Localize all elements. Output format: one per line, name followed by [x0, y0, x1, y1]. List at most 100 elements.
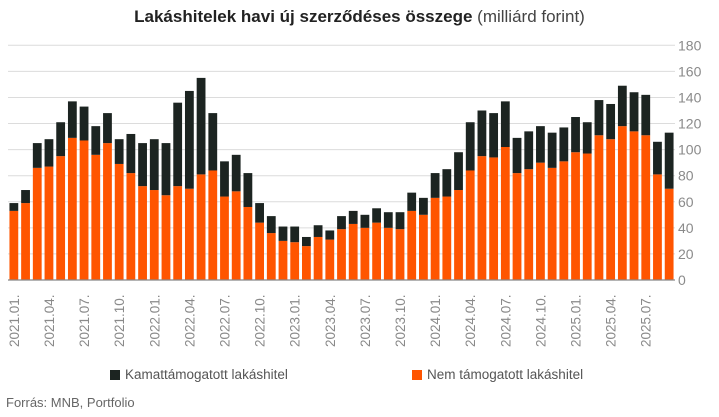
bar-nem-tamogatott — [430, 197, 440, 280]
bar-kamattamogatott — [313, 225, 323, 237]
bar-nem-tamogatott — [559, 161, 569, 280]
bar-kamattamogatott — [465, 122, 475, 171]
x-tick-label: 2024.04. — [463, 294, 478, 347]
bar-nem-tamogatott — [547, 167, 557, 280]
bar-nem-tamogatott — [173, 186, 183, 280]
bar-nem-tamogatott — [629, 131, 639, 280]
x-tick-label: 2023.01. — [288, 294, 303, 347]
bar-nem-tamogatott — [301, 246, 311, 280]
y-tick-label: 40 — [678, 220, 694, 236]
x-tick-label: 2021.01. — [7, 294, 22, 347]
bar-nem-tamogatott — [465, 170, 475, 280]
bar-kamattamogatott — [32, 143, 42, 168]
bar-nem-tamogatott — [442, 196, 452, 280]
bar-kamattamogatott — [512, 137, 522, 174]
bar-kamattamogatott — [173, 102, 183, 187]
bar-nem-tamogatott — [500, 147, 510, 280]
bar-kamattamogatott — [430, 173, 440, 198]
bar-kamattamogatott — [337, 216, 346, 230]
bar-nem-tamogatott — [208, 170, 218, 280]
bar-kamattamogatott — [149, 139, 159, 191]
bar-nem-tamogatott — [395, 229, 405, 280]
bar-kamattamogatott — [255, 203, 264, 223]
x-tick-label: 2022.10. — [253, 294, 268, 347]
source-note: Forrás: MNB, Portfolio — [6, 395, 135, 410]
x-tick-label: 2021.04. — [42, 294, 57, 347]
bar-kamattamogatott — [571, 117, 580, 153]
bar-kamattamogatott — [348, 210, 358, 224]
bar-kamattamogatott — [606, 103, 616, 140]
bar-nem-tamogatott — [278, 240, 288, 280]
bar-nem-tamogatott — [594, 135, 604, 280]
y-tick-label: 160 — [678, 63, 702, 79]
x-tick-label: 2025.04. — [604, 294, 619, 347]
legend-label: Kamattámogatott lakáshitel — [125, 367, 288, 382]
x-tick-label: 2022.04. — [182, 294, 197, 347]
bar-nem-tamogatott — [524, 169, 534, 280]
x-tick-label: 2024.01. — [428, 294, 443, 347]
bar-nem-tamogatott — [266, 233, 276, 280]
bar-nem-tamogatott — [617, 126, 627, 280]
bar-kamattamogatott — [231, 154, 241, 192]
bar-nem-tamogatott — [383, 227, 393, 280]
x-tick-label: 2023.04. — [323, 294, 338, 347]
bar-nem-tamogatott — [512, 173, 522, 280]
bar-kamattamogatott — [290, 226, 300, 243]
legend-item-nem-tamogatott: Nem támogatott lakáshitel — [412, 367, 583, 382]
y-tick-label: 120 — [678, 116, 702, 132]
bar-kamattamogatott — [582, 122, 592, 154]
y-tick-label: 140 — [678, 89, 702, 105]
bar-nem-tamogatott — [372, 222, 382, 280]
bar-nem-tamogatott — [653, 174, 662, 280]
bar-nem-tamogatott — [313, 236, 323, 280]
x-tick-label: 2025.01. — [569, 294, 584, 347]
x-tick-label: 2024.10. — [533, 294, 548, 347]
bar-kamattamogatott — [477, 110, 487, 157]
bar-kamattamogatott — [278, 226, 288, 241]
bar-nem-tamogatott — [21, 203, 30, 280]
y-tick-label: 100 — [678, 142, 702, 158]
bar-kamattamogatott — [79, 106, 89, 141]
bar-nem-tamogatott — [606, 139, 616, 280]
bar-nem-tamogatott — [44, 166, 54, 280]
bar-nem-tamogatott — [91, 154, 101, 280]
bar-nem-tamogatott — [138, 186, 147, 280]
bar-nem-tamogatott — [231, 191, 241, 280]
bar-kamattamogatott — [653, 141, 662, 175]
bar-kamattamogatott — [454, 152, 463, 191]
x-tick-label: 2025.07. — [639, 294, 654, 347]
bar-kamattamogatott — [383, 212, 393, 228]
bar-kamattamogatott — [196, 77, 206, 175]
bar-kamattamogatott — [21, 190, 30, 204]
bar-kamattamogatott — [500, 101, 510, 148]
y-tick-label: 180 — [678, 37, 702, 53]
y-tick-label: 80 — [678, 168, 694, 184]
bar-kamattamogatott — [243, 173, 253, 207]
bar-nem-tamogatott — [161, 195, 171, 280]
bar-kamattamogatott — [547, 132, 557, 168]
bar-nem-tamogatott — [126, 173, 136, 280]
bar-kamattamogatott — [114, 139, 124, 164]
x-tick-label: 2021.10. — [112, 294, 127, 347]
x-tick-label: 2022.07. — [217, 294, 232, 347]
bar-kamattamogatott — [67, 101, 77, 138]
bar-nem-tamogatott — [184, 188, 194, 280]
y-tick-label: 0 — [678, 272, 686, 288]
bar-kamattamogatott — [617, 85, 627, 127]
bar-nem-tamogatott — [149, 190, 159, 280]
x-tick-label: 2021.07. — [77, 294, 92, 347]
bar-nem-tamogatott — [337, 229, 346, 280]
bar-kamattamogatott — [91, 126, 101, 155]
y-tick-label: 60 — [678, 194, 694, 210]
bar-nem-tamogatott — [360, 227, 370, 280]
bar-kamattamogatott — [360, 214, 370, 228]
bar-nem-tamogatott — [325, 239, 335, 280]
bar-kamattamogatott — [56, 122, 66, 157]
bar-kamattamogatott — [407, 192, 417, 211]
chart-title: Lakáshitelek havi új szerződéses összege… — [0, 7, 719, 27]
bar-nem-tamogatott — [454, 190, 463, 280]
bar-kamattamogatott — [641, 94, 651, 136]
bar-kamattamogatott — [126, 133, 136, 174]
bar-nem-tamogatott — [407, 210, 417, 280]
